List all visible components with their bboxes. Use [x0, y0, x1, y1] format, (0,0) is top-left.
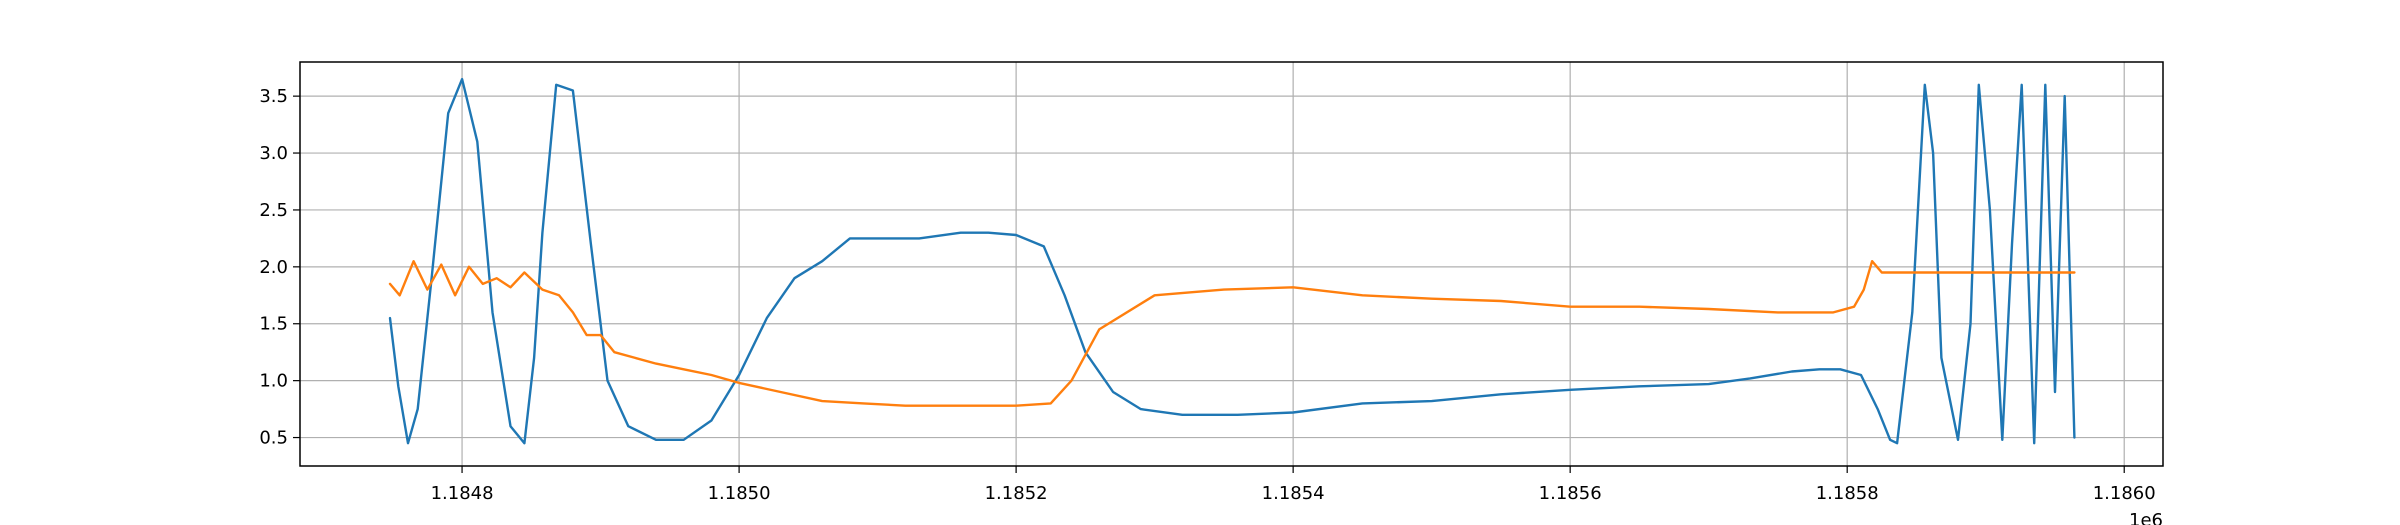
y-tick-label: 3.0 [259, 143, 288, 164]
series-line-1 [388, 77, 2076, 445]
x-tick-label: 1.1848 [431, 483, 494, 504]
series-line-2 [388, 260, 2076, 407]
x-tick-label: 1.1858 [1816, 483, 1879, 504]
y-tick-label: 3.5 [259, 86, 288, 107]
y-tick-label: 1.5 [259, 314, 288, 335]
y-tick-label: 0.5 [259, 428, 288, 449]
y-tick-label: 2.5 [259, 200, 288, 221]
y-tick-label: 1.0 [259, 371, 288, 392]
y-tick-label: 2.0 [259, 257, 288, 278]
x-tick-label: 1.1860 [2093, 483, 2156, 504]
x-tick-label: 1.1852 [985, 483, 1048, 504]
plot-frame [299, 61, 2164, 467]
grid-lines [300, 62, 2163, 466]
series-lines [388, 77, 2076, 445]
x-axis: 1.1848 1.1850 1.1852 1.1854 1.1856 1.1858 1.18… [431, 466, 2156, 504]
y-axis: 0.5 1.0 1.5 2.0 2.5 3.0 3.5 [259, 86, 300, 449]
x-tick-label: 1.1850 [708, 483, 771, 504]
x-offset-label: 1e6 [2129, 510, 2163, 525]
x-tick-label: 1.1856 [1539, 483, 1602, 504]
x-tick-label: 1.1854 [1262, 483, 1325, 504]
